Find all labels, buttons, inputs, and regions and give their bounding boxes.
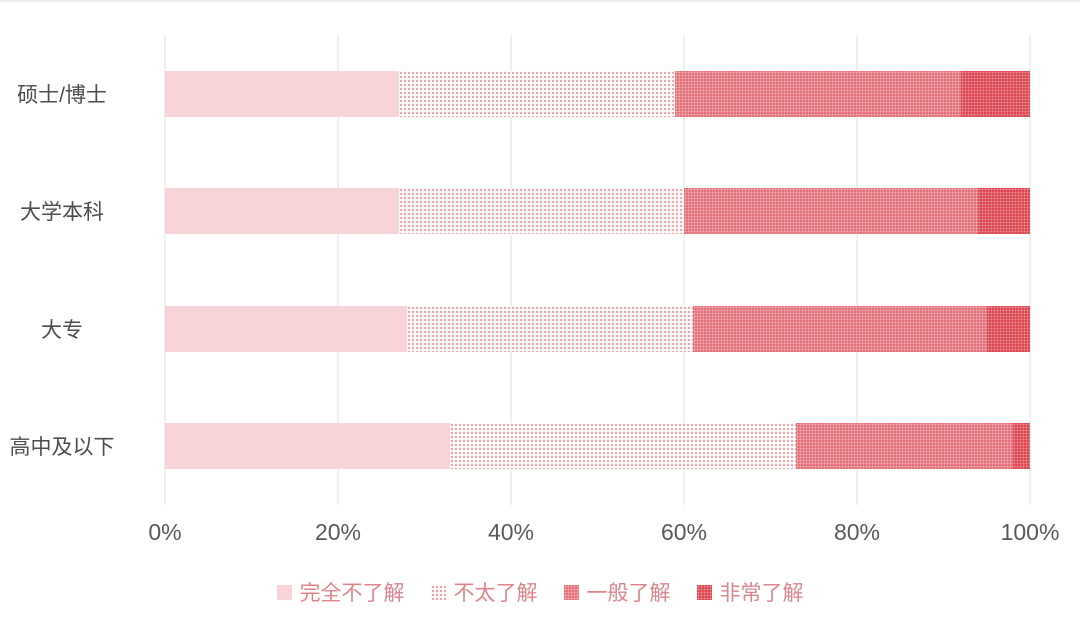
bar-row: 大专 [41, 270, 1030, 388]
bar-segment [796, 423, 1013, 470]
x-tick-label: 80% [833, 519, 881, 545]
legend-item: 非常了解 [696, 577, 804, 607]
bar-row: 大学本科 [20, 153, 1030, 271]
category-label: 高中及以下 [9, 436, 115, 460]
gridline [856, 35, 858, 505]
bar-rows: 硕士/博士大学本科大专高中及以下 [10, 35, 1030, 506]
bar-segment [978, 188, 1030, 235]
bar-row: 高中及以下 [10, 388, 1030, 506]
bar-segment [692, 305, 987, 352]
category-label: 大专 [41, 318, 83, 342]
bar-segment [398, 188, 684, 235]
legend-swatch [430, 584, 446, 600]
bar-segment [675, 70, 961, 117]
legend-label: 非常了解 [719, 582, 804, 605]
x-tick-label: 60% [660, 519, 708, 545]
x-tick-label: 0% [148, 519, 182, 545]
gridline [510, 35, 512, 505]
gridline [683, 35, 685, 505]
bar-segment [165, 188, 399, 235]
gridline [337, 35, 339, 505]
legend-label: 完全不了解 [299, 582, 405, 605]
bar-row: 硕士/博士 [17, 35, 1030, 153]
legend-swatch [563, 584, 579, 600]
chart-legend: 完全不了解 不太了解 一般了解 非常了解 [0, 577, 1080, 607]
stacked-bar [165, 188, 1030, 235]
legend-item: 不太了解 [430, 577, 538, 607]
stacked-bar [165, 423, 1030, 470]
x-axis: 0% 20% 40% 60% 80% 100% [148, 519, 1059, 553]
gridlines-layer [164, 35, 1031, 505]
bar-segment [960, 70, 1030, 117]
top-divider [0, 0, 1080, 2]
legend-label: 不太了解 [453, 582, 538, 605]
plot-area: 硕士/博士大学本科大专高中及以下 [10, 35, 1031, 506]
bar-segment [1012, 423, 1030, 470]
bar-segment [165, 70, 399, 117]
x-tick-label: 100% [1000, 519, 1060, 545]
gridline [164, 35, 166, 505]
stacked-bar [165, 305, 1030, 352]
bar-segment [683, 188, 979, 235]
stacked-bar [165, 70, 1030, 117]
legend-swatch [696, 584, 712, 600]
legend-item: 一般了解 [563, 577, 671, 607]
legend-swatch [276, 584, 292, 600]
x-tick-label: 20% [314, 519, 362, 545]
bar-segment [398, 70, 676, 117]
bar-segment [165, 305, 408, 352]
gridline [1029, 35, 1031, 505]
x-tick-label: 40% [487, 519, 535, 545]
bar-segment [986, 305, 1030, 352]
bar-segment [450, 423, 797, 470]
bar-segment [165, 423, 451, 470]
bar-segment [407, 305, 693, 352]
legend-item: 完全不了解 [276, 577, 405, 607]
category-label: 硕士/博士 [17, 83, 107, 107]
legend-label: 一般了解 [586, 582, 671, 605]
category-label: 大学本科 [20, 201, 104, 225]
